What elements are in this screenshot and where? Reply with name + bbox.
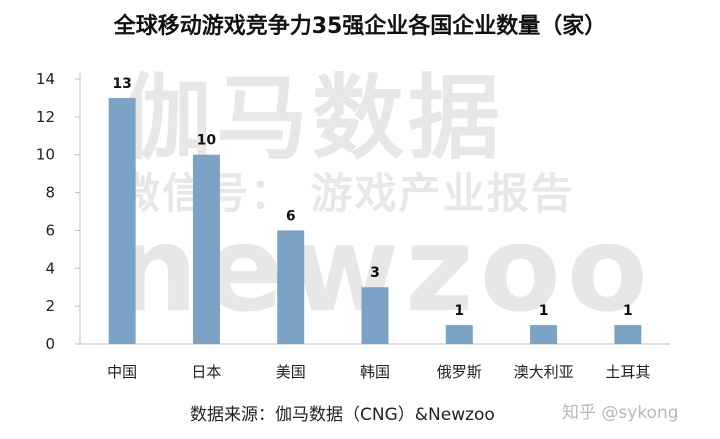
data-label: 1	[623, 303, 633, 319]
bar	[361, 287, 389, 344]
y-tick-label: 12	[36, 108, 55, 126]
data-label: 10	[197, 133, 217, 149]
x-tick-label: 中国	[107, 363, 137, 381]
credit-watermark: 知乎 @sykong	[562, 403, 679, 423]
data-label: 1	[539, 303, 549, 319]
data-label: 3	[370, 265, 380, 281]
x-tick-label: 美国	[276, 363, 306, 381]
y-tick-label: 8	[45, 184, 55, 202]
chart-title: 全球移动游戏竞争力35强企业各国企业数量（家）	[113, 14, 607, 39]
bar	[192, 154, 220, 344]
x-tick-label: 澳大利亚	[514, 363, 574, 381]
x-tick-label: 日本	[191, 363, 221, 381]
y-tick-label: 0	[45, 335, 55, 353]
x-tick-label: 俄罗斯	[437, 363, 482, 381]
y-tick-label: 6	[45, 221, 55, 239]
bar	[614, 325, 642, 344]
bar	[530, 325, 558, 344]
data-label: 13	[112, 76, 131, 92]
data-label: 6	[286, 208, 296, 224]
x-tick-label: 韩国	[360, 363, 390, 381]
bar	[445, 325, 473, 344]
y-tick-label: 4	[45, 259, 55, 277]
bar	[108, 97, 136, 344]
y-tick-label: 14	[36, 70, 55, 88]
bar	[277, 230, 305, 344]
data-source: 数据来源：伽马数据（CNG）&Newzoo	[190, 405, 495, 425]
x-tick-label: 土耳其	[605, 363, 650, 381]
y-tick-label: 10	[36, 146, 55, 164]
y-tick-label: 2	[45, 297, 55, 315]
data-label: 1	[454, 303, 464, 319]
